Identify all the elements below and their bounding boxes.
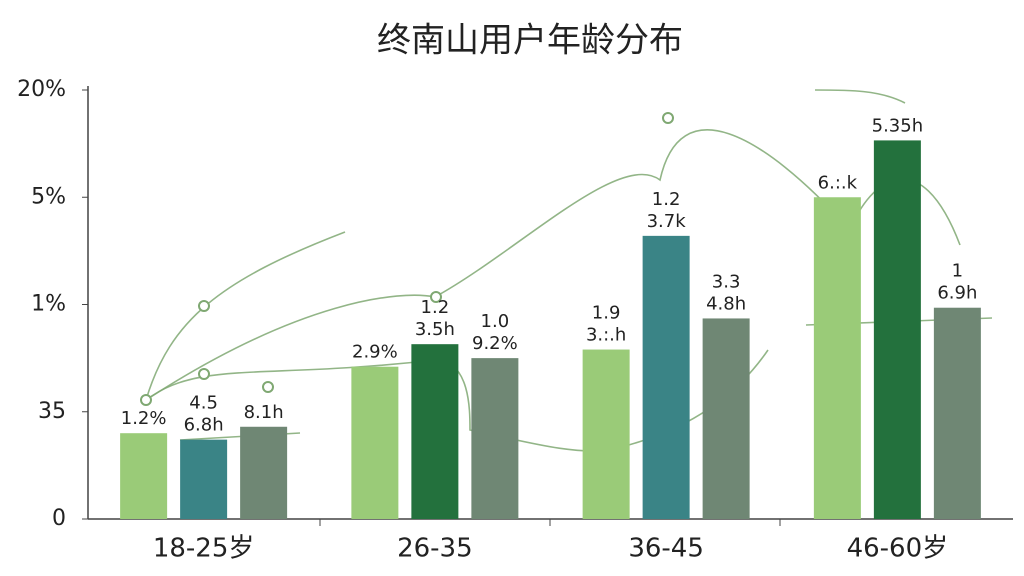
bar-label: 1.2 — [652, 189, 681, 210]
bar — [642, 235, 690, 520]
decoration — [140, 89, 993, 526]
bar-label: 3.3 — [712, 271, 741, 292]
bar — [933, 307, 981, 519]
bar — [240, 426, 288, 519]
bar-label: 1.9 — [592, 303, 621, 324]
chart-title: 终南山用户年龄分布 — [377, 21, 683, 61]
x-tick-label: 18-25岁 — [153, 534, 255, 564]
y-tick-label: 20% — [17, 77, 66, 102]
y-tick-label: 5% — [31, 184, 66, 209]
y-tick-label: 1% — [31, 292, 66, 317]
bar — [813, 197, 861, 519]
bar-label: 4.8h — [706, 293, 746, 314]
bar — [351, 366, 399, 519]
bar — [873, 140, 921, 519]
bar-label: 2.9% — [352, 342, 398, 363]
bar — [702, 318, 750, 519]
y-tick-label: 0 — [52, 506, 66, 531]
bar-label: 9.2% — [472, 333, 518, 354]
x-tick-label: 46-60岁 — [847, 534, 949, 564]
y-tick-label: 35 — [38, 399, 66, 424]
bar — [120, 433, 168, 519]
bar-label: 4.5 — [189, 393, 218, 414]
bar-label: 5.35h — [872, 115, 924, 136]
bar — [180, 439, 228, 519]
bar-label: 3.:.h — [586, 325, 626, 346]
bar — [471, 358, 519, 519]
bar-label: 1 — [952, 261, 963, 282]
bar-label: 6.8h — [184, 415, 224, 436]
x-tick-label: 26-35 — [397, 534, 473, 564]
bar-label: 1.2% — [121, 408, 167, 429]
bar — [582, 349, 630, 519]
bar-label: 3.5h — [415, 319, 455, 340]
x-tick-label: 36-45 — [628, 534, 704, 564]
bar-label: 1.2 — [421, 297, 450, 318]
bar-label: 1.0 — [481, 311, 510, 332]
bar-label: 8.1h — [244, 402, 284, 423]
bar — [411, 344, 459, 519]
bar-label: 6.9h — [937, 283, 977, 304]
bar-label: 6.:.k — [818, 172, 858, 193]
bar-label: 3.7k — [647, 211, 687, 232]
